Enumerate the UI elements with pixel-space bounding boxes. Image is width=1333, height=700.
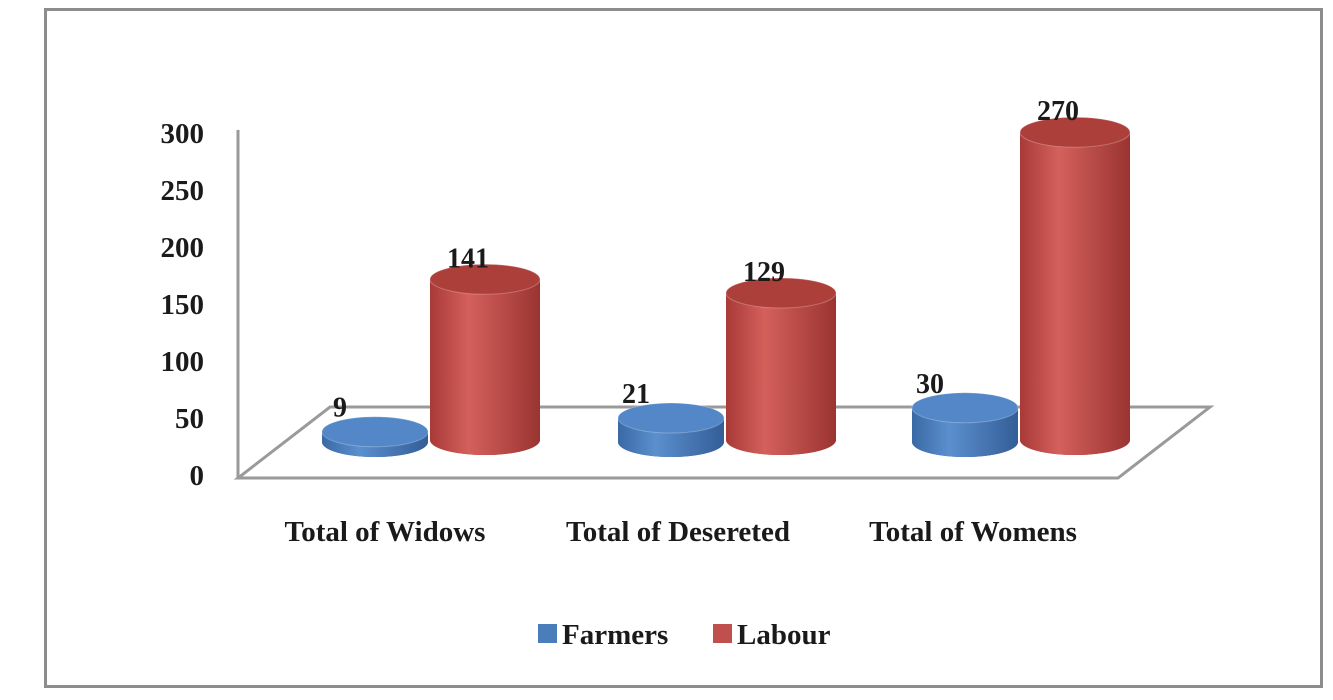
y-tick-label: 300 <box>161 118 205 150</box>
y-tick-labels: 0 50 100 150 200 250 300 <box>161 118 205 492</box>
category-label: Total of Widows <box>285 516 486 548</box>
legend-swatch <box>713 624 732 643</box>
legend-swatch <box>538 624 557 643</box>
category-label: Total of Desereted <box>566 516 790 548</box>
bar-labour-1 <box>725 277 837 455</box>
data-label-labour-0: 141 <box>447 243 489 274</box>
data-labels: 9 141 21 129 30 270 <box>333 96 1079 424</box>
y-tick-label: 150 <box>161 289 205 321</box>
bar-labour-0 <box>429 263 541 455</box>
bar-labour-2 <box>1019 116 1131 455</box>
category-labels: Total of Widows Total of Desereted Total o… <box>285 516 1077 548</box>
legend: Farmers Labour <box>538 619 831 651</box>
y-tick-label: 100 <box>161 346 205 378</box>
y-tick-label: 50 <box>175 403 204 435</box>
legend-item-labour: Labour <box>713 619 831 651</box>
legend-label: Labour <box>737 619 831 651</box>
category-label: Total of Womens <box>869 516 1077 548</box>
y-tick-label: 250 <box>161 175 205 207</box>
bars <box>321 116 1131 457</box>
y-tick-label: 200 <box>161 232 205 264</box>
bar-farmers-1 <box>617 402 725 457</box>
bar-farmers-2 <box>911 392 1019 457</box>
y-tick-label: 0 <box>190 460 205 492</box>
bar-farmers-0 <box>321 416 429 457</box>
data-label-farmers-0: 9 <box>333 393 347 424</box>
data-label-farmers-1: 21 <box>622 379 650 410</box>
data-label-farmers-2: 30 <box>916 369 944 400</box>
data-label-labour-2: 270 <box>1037 96 1079 127</box>
legend-item-farmers: Farmers <box>538 619 668 651</box>
legend-label: Farmers <box>562 619 668 651</box>
data-label-labour-1: 129 <box>743 257 785 288</box>
